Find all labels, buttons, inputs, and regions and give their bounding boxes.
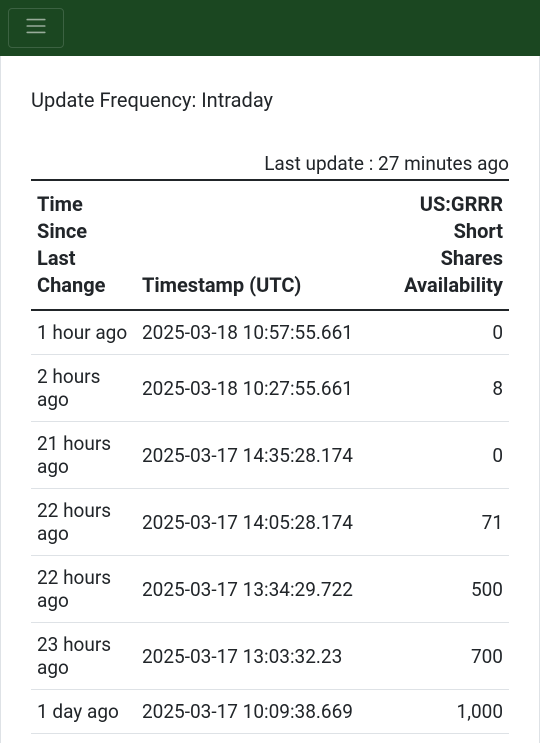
cell-timestamp: 2025-03-17 10:09:38.669 bbox=[136, 690, 389, 734]
cell-time-since: 4 days ago bbox=[31, 734, 136, 743]
shares-table: Time Since Last Change Timestamp (UTC) U… bbox=[31, 179, 509, 743]
cell-time-since: 23 hours ago bbox=[31, 623, 136, 690]
col-header-availability: US:GRRR Short Shares Availability bbox=[389, 180, 509, 310]
cell-timestamp: 2025-03-17 13:34:29.722 bbox=[136, 556, 389, 623]
cell-availability: 0 bbox=[389, 734, 509, 743]
cell-time-since: 2 hours ago bbox=[31, 355, 136, 422]
cell-availability: 500 bbox=[389, 556, 509, 623]
cell-timestamp: 2025-03-14 11:55:41.761 bbox=[136, 734, 389, 743]
cell-timestamp: 2025-03-18 10:57:55.661 bbox=[136, 310, 389, 355]
update-frequency-label: Update Frequency: Intraday bbox=[31, 88, 509, 112]
cell-availability: 8 bbox=[389, 355, 509, 422]
content: Update Frequency: Intraday Last update :… bbox=[1, 56, 539, 743]
cell-time-since: 22 hours ago bbox=[31, 556, 136, 623]
table-header-row: Time Since Last Change Timestamp (UTC) U… bbox=[31, 180, 509, 310]
cell-timestamp: 2025-03-17 14:35:28.174 bbox=[136, 422, 389, 489]
hamburger-icon bbox=[21, 14, 51, 42]
table-body: 1 hour ago2025-03-18 10:57:55.66102 hour… bbox=[31, 310, 509, 743]
cell-availability: 700 bbox=[389, 623, 509, 690]
table-row: 4 days ago2025-03-14 11:55:41.7610 bbox=[31, 734, 509, 743]
table-row: 1 hour ago2025-03-18 10:57:55.6610 bbox=[31, 310, 509, 355]
table-row: 22 hours ago2025-03-17 13:34:29.722500 bbox=[31, 556, 509, 623]
cell-availability: 1,000 bbox=[389, 690, 509, 734]
table-row: 2 hours ago2025-03-18 10:27:55.6618 bbox=[31, 355, 509, 422]
col-header-timestamp: Timestamp (UTC) bbox=[136, 180, 389, 310]
last-update-text: Last update : 27 minutes ago bbox=[31, 152, 509, 175]
cell-timestamp: 2025-03-18 10:27:55.661 bbox=[136, 355, 389, 422]
cell-time-since: 21 hours ago bbox=[31, 422, 136, 489]
hamburger-menu-button[interactable] bbox=[8, 8, 64, 48]
page-container: Update Frequency: Intraday Last update :… bbox=[0, 56, 540, 743]
table-row: 22 hours ago2025-03-17 14:05:28.17471 bbox=[31, 489, 509, 556]
cell-timestamp: 2025-03-17 14:05:28.174 bbox=[136, 489, 389, 556]
table-row: 1 day ago2025-03-17 10:09:38.6691,000 bbox=[31, 690, 509, 734]
navbar bbox=[0, 0, 540, 56]
table-row: 21 hours ago2025-03-17 14:35:28.1740 bbox=[31, 422, 509, 489]
cell-availability: 71 bbox=[389, 489, 509, 556]
cell-availability: 0 bbox=[389, 422, 509, 489]
cell-time-since: 1 hour ago bbox=[31, 310, 136, 355]
cell-availability: 0 bbox=[389, 310, 509, 355]
cell-time-since: 1 day ago bbox=[31, 690, 136, 734]
cell-timestamp: 2025-03-17 13:03:32.23 bbox=[136, 623, 389, 690]
cell-time-since: 22 hours ago bbox=[31, 489, 136, 556]
table-row: 23 hours ago2025-03-17 13:03:32.23700 bbox=[31, 623, 509, 690]
col-header-time-since: Time Since Last Change bbox=[31, 180, 136, 310]
